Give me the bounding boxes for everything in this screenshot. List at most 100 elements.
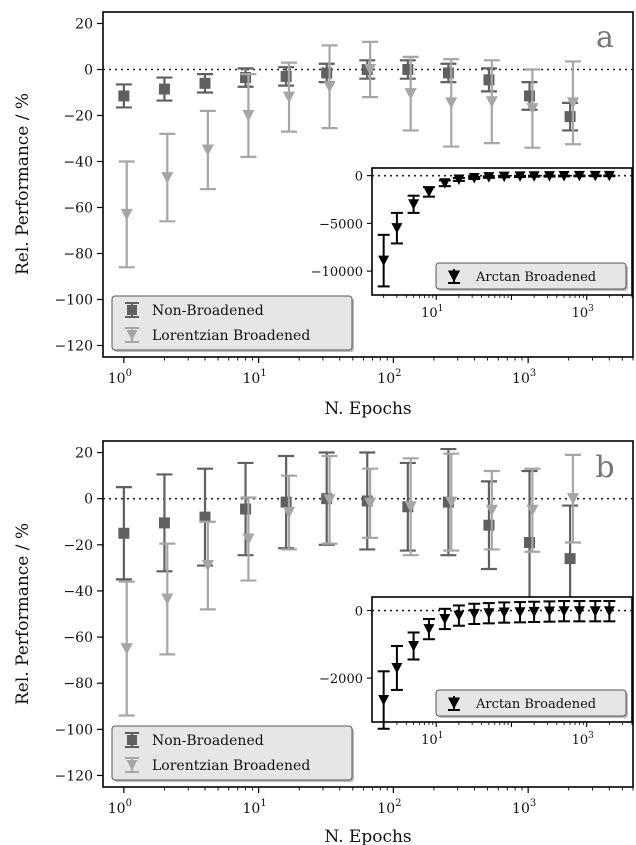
data-point <box>118 90 130 102</box>
legend <box>111 295 353 351</box>
inset-data-point <box>439 613 451 625</box>
inset-y-tick-label: −5000 <box>319 217 363 232</box>
legend-marker <box>127 735 137 745</box>
x-tick-base: 10 <box>243 371 261 387</box>
x-tick-label: 100 <box>108 798 132 817</box>
data-point <box>524 536 536 548</box>
data-point <box>240 72 252 84</box>
data-point <box>442 67 454 79</box>
inset-legend-label: Arctan Broadened <box>475 697 596 712</box>
x-tick-label: 103 <box>512 368 536 387</box>
y-tick-label: −20 <box>63 538 93 554</box>
x-tick-exponent: 0 <box>126 798 132 809</box>
inset-data-point <box>528 606 540 618</box>
data-point <box>364 497 377 510</box>
inset-y-tick-label: −2000 <box>319 672 363 687</box>
data-point <box>120 643 133 655</box>
inset-legend-marker <box>447 697 461 710</box>
inset-data-point <box>573 606 585 617</box>
y-tick-label: −120 <box>55 339 93 355</box>
inset-x-tick-exponent: 1 <box>438 304 444 314</box>
x-axis-label: N. Epochs <box>324 399 411 419</box>
inset-legend <box>435 689 627 717</box>
inset-x-tick-base: 10 <box>421 306 438 321</box>
inset-x-tick-exponent: 3 <box>588 304 594 314</box>
legend-label: Non-Broadened <box>152 733 264 749</box>
inset-legend-marker <box>447 270 461 283</box>
legend-label: Lorentzian Broadened <box>152 328 310 344</box>
inset-data-point <box>589 170 601 182</box>
inset-data-point <box>453 610 465 622</box>
inset-data-point <box>573 170 585 182</box>
x-tick-exponent: 3 <box>530 368 536 379</box>
x-tick-label: 102 <box>377 798 401 817</box>
inset-series-arctan-broadened <box>377 170 616 288</box>
legend <box>111 725 353 781</box>
series-lorentzian-broadened <box>118 452 581 717</box>
inset-data-point <box>408 640 420 652</box>
x-tick-label: 100 <box>108 368 132 387</box>
inset-x-tick-label: 103 <box>572 304 595 321</box>
inset-x-tick-exponent: 1 <box>438 731 444 741</box>
x-tick-label: 102 <box>377 368 401 387</box>
legend-marker <box>127 305 137 315</box>
inset-data-point <box>528 171 540 182</box>
y-tick-label: −60 <box>63 630 93 646</box>
x-tick-exponent: 0 <box>126 368 132 379</box>
legend-label: Non-Broadened <box>152 303 264 319</box>
data-point <box>404 501 417 513</box>
data-point <box>280 70 292 82</box>
inset-y-tick-label: 0 <box>355 170 363 185</box>
y-tick-label: −20 <box>63 109 93 125</box>
inset-x-tick-label: 103 <box>572 731 595 748</box>
inset-x-tick-exponent: 3 <box>588 731 594 741</box>
data-point <box>158 517 170 529</box>
inset-x-tick-label: 101 <box>421 304 443 321</box>
x-tick-label: 101 <box>243 368 267 387</box>
inset-x-tick-base: 10 <box>572 306 589 321</box>
inset-x-tick-base: 10 <box>572 733 589 748</box>
series-lorentzian-broadened <box>118 40 581 269</box>
data-point <box>282 91 296 104</box>
x-tick-base: 10 <box>377 371 395 387</box>
x-tick-exponent: 2 <box>395 368 401 379</box>
data-point <box>485 96 498 108</box>
data-point <box>201 560 214 572</box>
panel-letter: a <box>596 20 614 55</box>
data-point <box>201 144 214 157</box>
inset-legend-label: Arctan Broadened <box>475 270 596 285</box>
inset-y-tick-label: −10000 <box>311 265 363 280</box>
inset-data-point <box>543 606 555 618</box>
inset-data-point <box>391 223 403 234</box>
inset-y-tick-label: 0 <box>355 605 363 620</box>
y-tick-label: 20 <box>75 446 93 462</box>
data-point <box>161 593 174 606</box>
inset-data-point <box>483 608 495 619</box>
data-point <box>564 111 576 123</box>
y-tick-label: −120 <box>55 768 93 784</box>
data-point <box>282 507 296 519</box>
inset-x-tick-base: 10 <box>421 733 438 748</box>
data-point <box>526 103 539 115</box>
inset-data-point <box>558 606 570 617</box>
y-tick-label: −60 <box>63 201 93 217</box>
inset-data-point <box>378 695 390 706</box>
data-point <box>566 97 579 109</box>
inset-data-point <box>514 171 526 182</box>
inset-data-point <box>423 186 435 198</box>
data-point <box>485 504 498 517</box>
x-tick-label: 103 <box>512 798 536 817</box>
y-tick-label: −100 <box>55 722 93 738</box>
inset-data-point <box>498 607 510 619</box>
inset-data-point <box>558 171 570 182</box>
y-tick-label: −80 <box>63 676 93 692</box>
data-point <box>161 172 174 184</box>
legend-marker <box>126 760 138 771</box>
data-point <box>404 88 417 100</box>
inset-data-point <box>514 607 526 618</box>
data-point <box>323 494 336 506</box>
y-axis-label: Rel. Performance / % <box>13 523 33 705</box>
y-tick-label: 0 <box>84 63 93 79</box>
